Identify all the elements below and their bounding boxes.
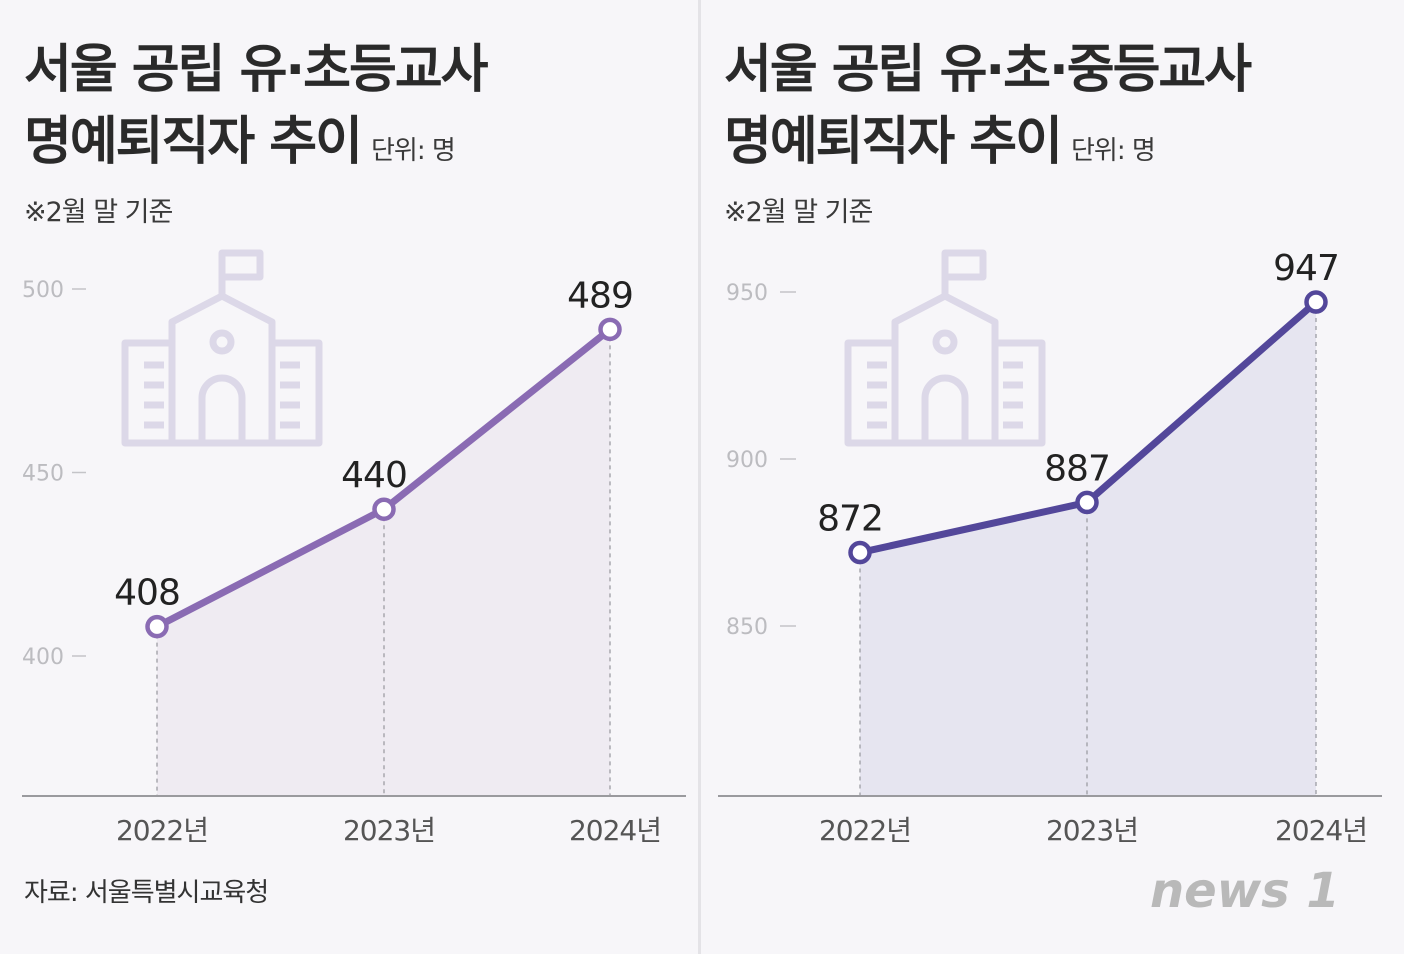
x-tick-label: 2024년 bbox=[1275, 814, 1367, 847]
school-icon-door bbox=[921, 374, 969, 443]
chart-title: 서울 공립 유·초·중등교사 명예퇴직자 추이 단위: 명 bbox=[724, 34, 1252, 187]
school-icon-flag bbox=[941, 249, 987, 281]
news1-logo: news 1 bbox=[1150, 863, 1340, 919]
chart-title-line1: 서울 공립 유·초등교사 bbox=[24, 40, 489, 100]
source-note: 자료: 서울특별시교육청 bbox=[24, 878, 269, 908]
y-tick-label: 450 bbox=[22, 462, 64, 487]
panel-divider bbox=[698, 0, 701, 954]
x-tick-label: 2024년 bbox=[569, 814, 661, 847]
data-label: 887 bbox=[1044, 448, 1110, 489]
school-icon-flag bbox=[218, 249, 264, 281]
data-label: 872 bbox=[817, 499, 883, 540]
line-chart: 400 450 500 408 440 489 2022년 2023년 2024년 bbox=[22, 249, 686, 847]
data-label: 489 bbox=[567, 275, 633, 316]
school-icon-right-wing bbox=[991, 339, 1046, 447]
school-icon-door bbox=[198, 374, 246, 443]
y-tick-label: 400 bbox=[22, 645, 64, 670]
y-tick-label: 850 bbox=[726, 615, 768, 640]
unit-label: 단위: 명 bbox=[370, 136, 456, 166]
chart-title: 서울 공립 유·초등교사 명예퇴직자 추이 단위: 명 bbox=[24, 34, 489, 187]
x-tick-label: 2022년 bbox=[819, 814, 911, 847]
chart-panel-left: 서울 공립 유·초등교사 명예퇴직자 추이 단위: 명 ※2월 말 기준 400 4… bbox=[0, 0, 700, 954]
x-tick-label: 2023년 bbox=[1046, 814, 1138, 847]
data-point bbox=[848, 540, 872, 565]
data-point bbox=[145, 614, 169, 639]
line-chart: 850 900 950 872 887 947 2022년 2023년 2024년 bbox=[718, 248, 1382, 847]
y-tick-label: 900 bbox=[726, 448, 768, 473]
school-icon bbox=[121, 249, 323, 447]
data-point bbox=[1075, 490, 1099, 515]
school-icon-right-wing bbox=[268, 339, 323, 447]
x-tick-label: 2023년 bbox=[343, 814, 435, 847]
area-fill bbox=[157, 329, 610, 796]
data-point bbox=[372, 497, 396, 521]
school-icon-window bbox=[209, 329, 235, 355]
chart-panel-right: 서울 공립 유·초·중등교사 명예퇴직자 추이 단위: 명 ※2월 말 기준 85… bbox=[700, 0, 1400, 954]
data-label: 947 bbox=[1273, 248, 1339, 289]
basis-note: ※2월 말 기준 bbox=[724, 197, 873, 228]
basis-note: ※2월 말 기준 bbox=[24, 197, 173, 228]
chart-title-line2: 명예퇴직자 추이 bbox=[724, 112, 1063, 172]
x-tick-label: 2022년 bbox=[116, 814, 208, 847]
y-tick-label: 950 bbox=[726, 281, 768, 306]
data-label: 408 bbox=[114, 573, 180, 614]
chart-title-line1: 서울 공립 유·초·중등교사 bbox=[724, 40, 1252, 100]
school-icon-main bbox=[168, 292, 276, 447]
area-fill bbox=[860, 302, 1316, 796]
data-point bbox=[598, 317, 622, 342]
school-icon-window bbox=[932, 329, 958, 355]
school-icon bbox=[844, 249, 1046, 447]
school-icon-left-wing bbox=[844, 339, 899, 447]
data-label: 440 bbox=[341, 455, 407, 496]
chart-title-line2: 명예퇴직자 추이 bbox=[24, 112, 363, 172]
school-icon-main bbox=[891, 292, 999, 447]
unit-label: 단위: 명 bbox=[1070, 136, 1156, 166]
data-point bbox=[1304, 290, 1328, 314]
logo-text: news 1 bbox=[1150, 863, 1340, 919]
school-icon-left-wing bbox=[121, 339, 176, 447]
y-tick-label: 500 bbox=[22, 278, 64, 303]
